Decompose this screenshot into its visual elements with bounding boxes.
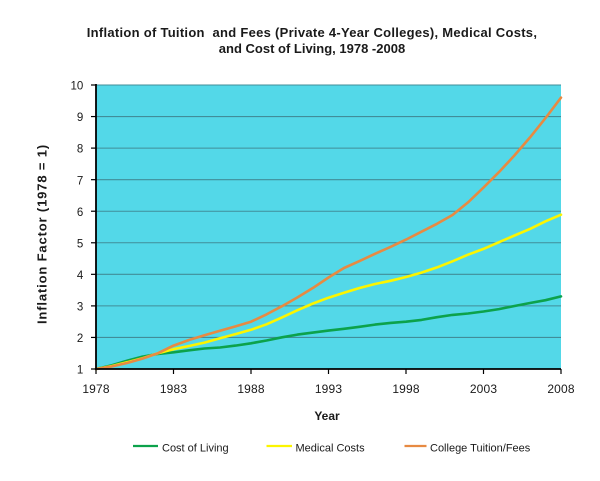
svg-text:Inflation of Tuition and Fees: Inflation of Tuition and Fees (Private 4… [87, 25, 537, 40]
svg-text:and Cost of Living, 1978 -2008: and Cost of Living, 1978 -2008 [219, 41, 405, 56]
svg-text:7: 7 [77, 175, 83, 187]
svg-text:9: 9 [77, 112, 83, 124]
svg-text:1998: 1998 [392, 382, 419, 396]
svg-text:College Tuition/Fees: College Tuition/Fees [430, 443, 531, 455]
svg-text:5: 5 [77, 238, 83, 250]
svg-text:Medical Costs: Medical Costs [296, 443, 366, 455]
svg-text:Inflation Factor (1978 = 1): Inflation Factor (1978 = 1) [35, 144, 50, 324]
svg-text:2: 2 [77, 333, 83, 345]
svg-text:3: 3 [77, 301, 83, 313]
svg-text:10: 10 [71, 81, 84, 93]
svg-text:1983: 1983 [160, 382, 187, 396]
svg-text:1988: 1988 [237, 382, 264, 396]
svg-text:1978: 1978 [82, 382, 109, 396]
svg-text:1993: 1993 [315, 382, 342, 396]
svg-text:8: 8 [77, 144, 83, 156]
svg-text:6: 6 [77, 207, 83, 219]
svg-text:Cost of Living: Cost of Living [162, 443, 229, 455]
svg-text:1: 1 [77, 365, 83, 377]
svg-text:Year: Year [314, 409, 340, 423]
svg-text:2008: 2008 [547, 382, 574, 396]
svg-text:4: 4 [77, 270, 84, 282]
svg-text:2003: 2003 [470, 382, 497, 396]
